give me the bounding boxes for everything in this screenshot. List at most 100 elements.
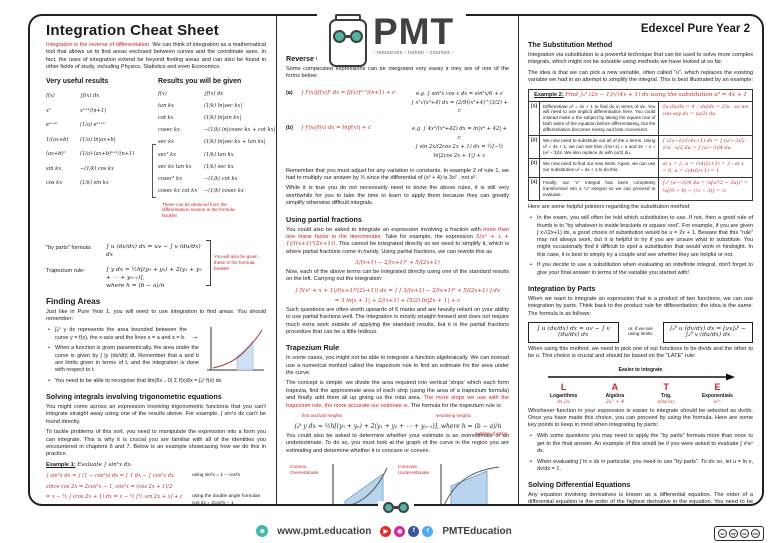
bullet-text: With some questions you may need to appl… xyxy=(537,433,753,454)
fx-cell: sec kx tan kx xyxy=(158,163,192,170)
pf-text: You could also be asked to integrate an … xyxy=(286,226,484,233)
intro-lead: Integration is the reverse of differenti… xyxy=(46,42,151,48)
diffeq-heading: Solving Differential Equations xyxy=(528,480,631,489)
youtube-icon[interactable]: ▶ xyxy=(380,525,392,537)
integral-cell: (1/k) ln|sec kx| xyxy=(204,102,243,109)
website-link[interactable]: www.pmt.education xyxy=(277,525,372,537)
given-results-heading: Results you will be given xyxy=(158,77,242,85)
work-line: since cos 2x = 2cos²x − 1, cos²x = (cos … xyxy=(46,484,266,491)
late-letter: T xyxy=(663,381,669,392)
trapezium-formula-main: ∫ y dx ≈ ½h[(y₀ + yₙ) + 2(y₁ + y₂ + ⋯ + … xyxy=(106,266,202,281)
useful-results-table: Very useful results f(x) ∫f(x) dx xⁿ xⁿ⁺¹/… xyxy=(46,78,146,228)
integral-cell: xⁿ⁺¹/(n+1) xyxy=(80,107,107,114)
late-rule-diagram: Easier to integrate L Logarithms ln 2x xyxy=(538,367,743,405)
by-parts-p3: Whichever function in your expression is… xyxy=(528,407,753,429)
late-arrow: Easier to integrate xyxy=(538,367,743,381)
example1-prompt: Evaluate ∫ sin²x dx. xyxy=(77,461,133,468)
facebook-icon[interactable]: f xyxy=(408,525,420,537)
finding-areas-section: Finding Areas Just like in Pure Year 1, … xyxy=(46,297,266,385)
useful-results-heading: Very useful results xyxy=(46,77,109,85)
lens-icon xyxy=(383,502,394,513)
late-example: e²ˣ xyxy=(714,398,721,405)
table-row: cosec kx cot kx −(1/k) cosec kx xyxy=(158,188,278,194)
table-row: cos kx (1/k) sin kx xyxy=(46,180,146,186)
integral-cell: (1/a) eᵃˣ⁺ᵇ xyxy=(80,122,106,128)
fx-cell: cosec² kx xyxy=(158,176,183,182)
social-handle[interactable]: PMTEducation xyxy=(442,525,512,537)
table-row: sec kx (1/k) ln|sec kx + tan kx| xyxy=(158,139,278,145)
table-row: (ax+b)ⁿ (1/a)·(ax+b)ⁿ⁺¹/(n+1) xyxy=(46,151,146,157)
work-note: using sin²x = 1 − cos²x xyxy=(192,473,240,479)
by-parts-bullets: With some questions you may need to appl… xyxy=(528,433,753,473)
fx-cell: sec kx xyxy=(158,139,175,146)
step-working: at x = 2, u = √(4(2)+1) = 3 ; at x = 0, … xyxy=(662,161,744,175)
convex-label-2: Overestimate xyxy=(290,471,319,477)
rule-b-examples: e.g. ∫ 4x³/(x⁴+42) dx = ln|x⁴ + 42| + c ∫… xyxy=(410,125,509,160)
cc-by-icon: by xyxy=(729,529,738,538)
pmt-wordmark: PMT xyxy=(372,11,455,52)
reverse-chain-intro: Some complicated expressions can be inte… xyxy=(286,66,509,80)
late-example: sin(3x) xyxy=(657,398,675,405)
column-middle: Reverse Chain Rule Some complicated expr… xyxy=(276,16,518,504)
diffeq-p1: Any equation involving derivatives is kn… xyxy=(528,492,753,504)
cc-nc-icon: nc xyxy=(740,529,749,538)
glasses-icon xyxy=(332,30,363,43)
example2-prompt: Find ∫₀² (2x − 1)/√(4x + 1) dx using the… xyxy=(565,92,747,98)
late-name: Logarithms xyxy=(550,392,578,399)
facebook-glyph: f xyxy=(412,528,415,534)
concave-figure: Concave, Underestimate xyxy=(398,460,505,504)
instagram-icon[interactable]: ◉ xyxy=(394,525,406,537)
bullet-item: In the exam, you will often be told whic… xyxy=(528,215,753,259)
fx-cell: xⁿ xyxy=(46,107,51,114)
concavity-graphs: Convex, Overestimate Concave, Underestimat… xyxy=(286,460,509,504)
reverse-chain-p1: Remember that you must adjust for any va… xyxy=(286,167,509,182)
byparts-formula: ∫ u (dv/dx) dx = uv − ∫ v (du/dx) dx xyxy=(106,243,201,258)
by-parts-limits-box: ∫ₐᵇ u (dv/dx) dx = [uv]ₐᵇ − ∫ₐᵇ v (du/dx… xyxy=(662,321,753,343)
late-item-algebra: A Algebra 2x² + 4 xyxy=(592,382,638,405)
tr-text: The formula for the trapezium rule is: xyxy=(409,402,502,409)
glasses-icon xyxy=(378,501,414,514)
step-number: [3] xyxy=(529,159,540,178)
trapezium-h: where h = (b − a)/n xyxy=(106,282,165,289)
intro-paragraph: Integration is the reverse of differenti… xyxy=(46,42,266,72)
table-row: 1/(ax+b) (1/a) ln|ax+b| xyxy=(46,137,146,143)
rule-a: (a) ∫ f′(x)[f(x)]ⁿ dx = [f(x)]ⁿ⁺¹/(n+1) … xyxy=(286,90,509,117)
byparts-formula-row: "by parts" formula: ∫ u (dv/dx) dx = uv … xyxy=(46,243,203,259)
fx-cell: (ax+b)ⁿ xyxy=(46,151,66,157)
step-number: [4] xyxy=(529,178,540,201)
pmt-logo: PMT - resources - tuition - courses - xyxy=(316,11,467,67)
bullet-text: If you decide to use a substitution when… xyxy=(537,262,753,276)
globe-icon[interactable]: ⊕ xyxy=(256,525,269,537)
bullet-text: When a function is given parametrically,… xyxy=(55,345,199,374)
finding-areas-bullets: ∫ₐᵇ y dx represents the area bounded bet… xyxy=(46,327,266,385)
jar-lid-icon xyxy=(334,14,361,21)
work-math: since cos 2x = 2cos²x − 1, cos²x = (cos … xyxy=(46,483,173,490)
twitter-icon[interactable]: t xyxy=(422,525,434,537)
late-name: Algebra xyxy=(605,392,625,399)
bridge-icon xyxy=(345,35,350,38)
lens-icon xyxy=(332,30,346,43)
fx-cell: cosec kx xyxy=(158,127,180,134)
column-right: The Substitution Method Integration via … xyxy=(518,16,762,504)
table-row: cosec kx −(1/k) ln|cosec kx + cot kx| xyxy=(158,127,278,133)
step-explanation: We now need to substitute out all of the… xyxy=(540,136,660,159)
bullet-item: With some questions you may need to appl… xyxy=(528,433,753,455)
cc-license-badge: cc by nc nd xyxy=(714,526,764,541)
concave-graph xyxy=(440,464,500,504)
content-frame: Edexcel Pure Year 2 Integration Cheat Sh… xyxy=(28,11,764,514)
fx-cell: sec² kx xyxy=(158,151,177,158)
table-row: sin kx −(1/k) cos kx xyxy=(46,166,146,172)
rule-a-number: (a) xyxy=(286,89,293,96)
step-explanation: Differentiate u² = 4x + 1 to find du in … xyxy=(540,101,660,136)
example2-table: Example 2: Find ∫₀² (2x − 1)/√(4x + 1) d… xyxy=(528,88,753,202)
rule-a-eg2: ∫ x²√(x³+4) dx = (2/9)(x³+4)^(3/2) + c xyxy=(411,99,508,115)
cc-nd-icon: nd xyxy=(751,529,760,538)
convex-label: Convex, Overestimate xyxy=(290,460,323,504)
step-working: ∫ (2x−1)/√(4x+1) dx = ∫ (u²−3)/2 · 1/u ·… xyxy=(662,138,748,152)
late-example: 2x² + 4 xyxy=(605,398,625,405)
late-item-exponentials: E Exponentials e²ˣ xyxy=(694,382,740,405)
trig-p1: You might come across an expression invo… xyxy=(46,404,266,425)
bullet-text: When evaluating ∫ ln x dx in particular,… xyxy=(537,458,753,472)
table-row: eᵃˣ⁺ᵇ (1/a) eᵃˣ⁺ᵇ xyxy=(46,122,146,128)
